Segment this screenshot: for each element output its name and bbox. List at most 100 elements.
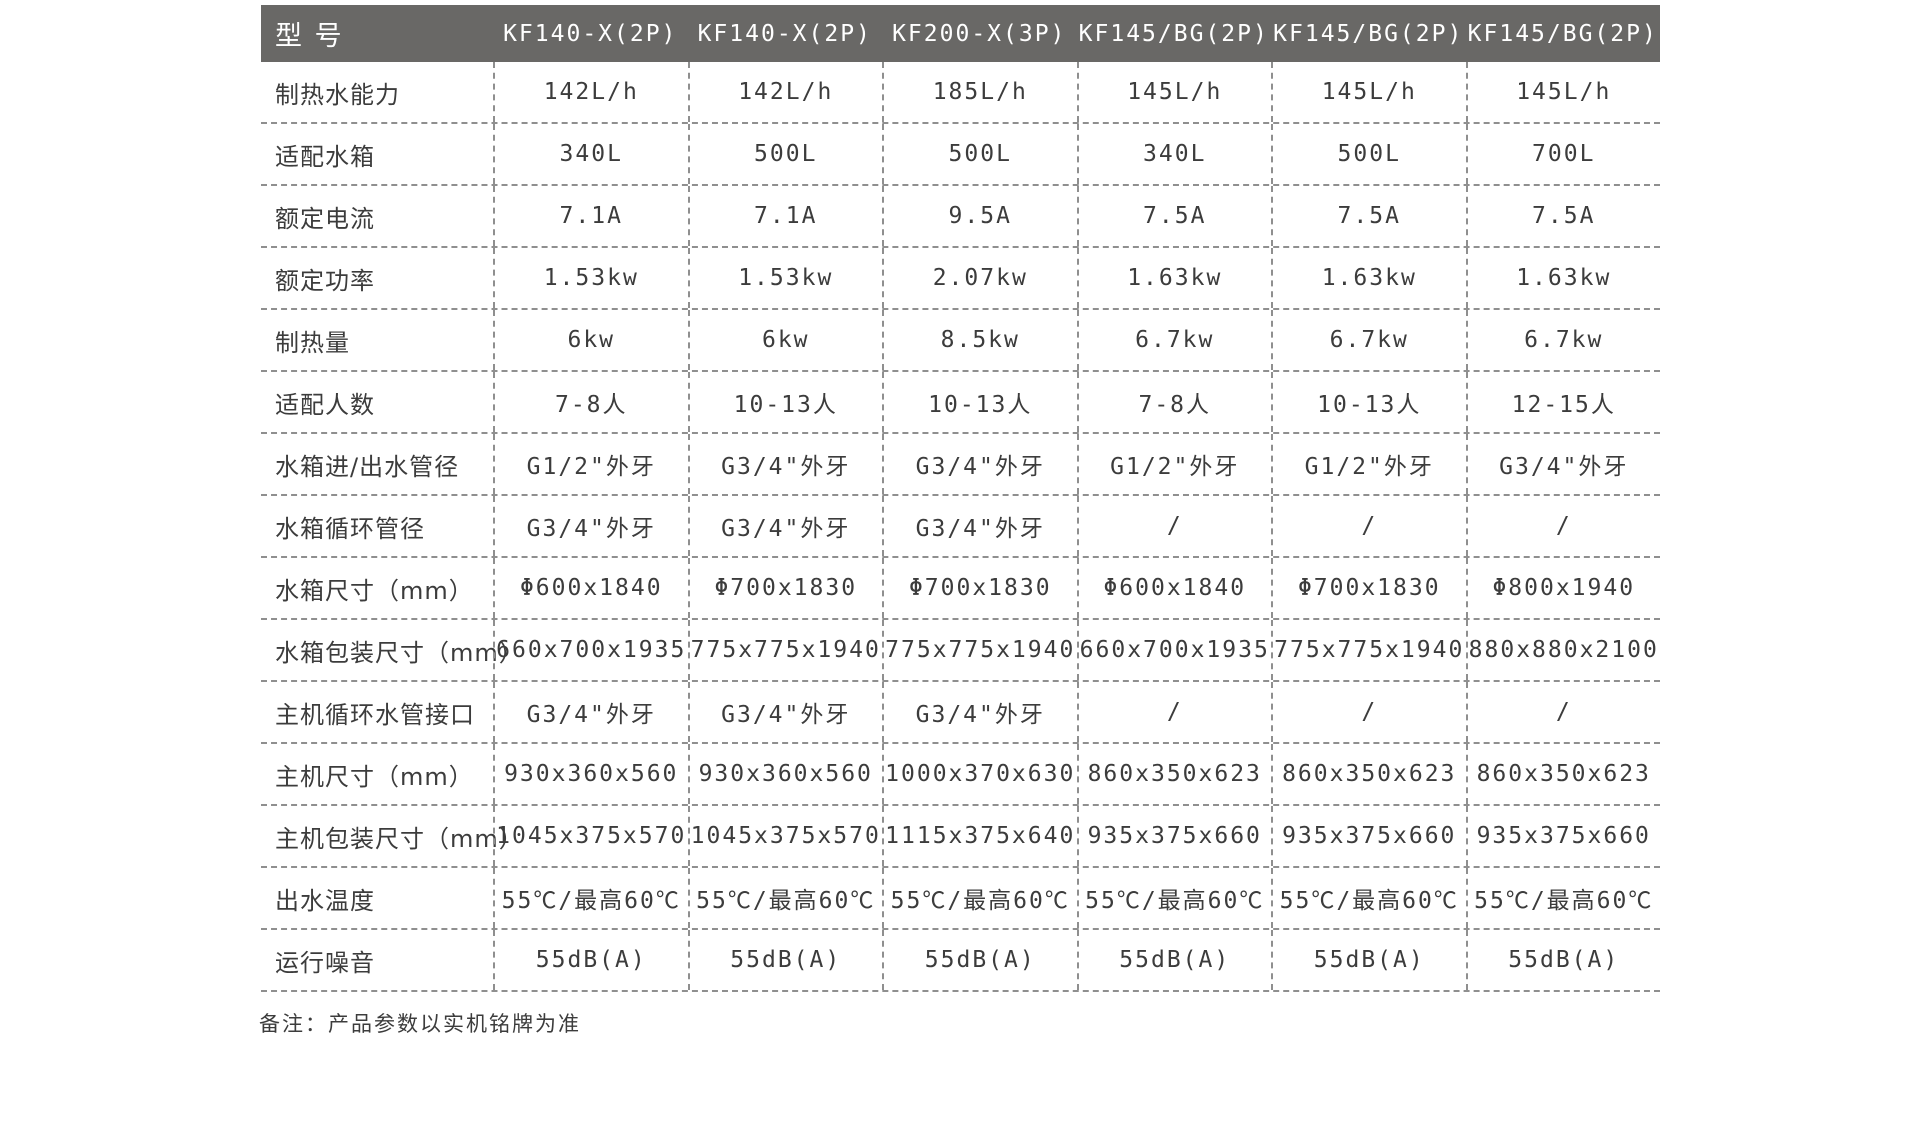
spec-value-cell: 9.5A	[882, 186, 1077, 246]
spec-value-cell: 10-13人	[882, 372, 1077, 432]
spec-row: 出水温度 55℃/最高60℃ 55℃/最高60℃ 55℃/最高60℃ 55℃/最高60℃…	[261, 868, 1660, 930]
spec-value-cell: G3/4"外牙	[687, 496, 883, 556]
spec-row: 运行噪音 55dB(A) 55dB(A) 55dB(A) 55dB(A) 55dB(A) 5…	[261, 930, 1660, 992]
spec-value-cell: Φ600x1840	[493, 558, 688, 618]
spec-row: 制热水能力 142L/h 142L/h 185L/h 145L/h 145L/h 145L/…	[261, 62, 1660, 124]
spec-value-cell: 6kw	[493, 310, 688, 370]
spec-value-cell: 10-13人	[687, 372, 883, 432]
model-column-header: KF140-X(2P)	[697, 20, 872, 47]
spec-value-cell: 340L	[1076, 124, 1272, 184]
product-spec-table: 型 号 KF140-X(2P) KF140-X(2P) KF200-X(3P) …	[261, 5, 1660, 992]
spec-value-cell: 1.63kw	[1271, 248, 1466, 308]
spec-value-cell: G3/4"外牙	[1465, 434, 1661, 494]
spec-value-cell: G1/2"外牙	[1076, 434, 1272, 494]
model-column-header: KF145/BG(2P)	[1273, 20, 1464, 47]
spec-value-cell: 7.5A	[1076, 186, 1272, 246]
spec-value-cell: /	[1076, 496, 1272, 556]
spec-row-label: 适配人数	[275, 390, 375, 419]
spec-value-cell: G3/4"外牙	[493, 496, 688, 556]
spec-value-cell: 1.53kw	[687, 248, 883, 308]
spec-value-cell: G3/4"外牙	[687, 682, 883, 742]
spec-value-cell: 6.7kw	[1271, 310, 1466, 370]
spec-value-cell: G3/4"外牙	[493, 682, 688, 742]
spec-row: 水箱包装尺寸（mm） 660x700x1935 775x775x1940 775x77…	[261, 620, 1660, 682]
spec-value-cell: 55℃/最高60℃	[687, 868, 883, 928]
spec-value-cell: 145L/h	[1465, 62, 1661, 122]
spec-value-cell: 55℃/最高60℃	[1271, 868, 1466, 928]
spec-value-cell: 930x360x560	[687, 744, 883, 804]
spec-value-cell: 1.53kw	[493, 248, 688, 308]
spec-value-cell: 775x775x1940	[687, 620, 883, 680]
spec-value-cell: 145L/h	[1271, 62, 1466, 122]
spec-value-cell: 1045x375x570	[687, 806, 883, 866]
spec-row: 适配人数 7-8人 10-13人 10-13人 7-8人 10-13人 12-15人	[261, 372, 1660, 434]
spec-row: 水箱尺寸（mm） Φ600x1840 Φ700x1830 Φ700x1830 Φ600x…	[261, 558, 1660, 620]
spec-value-cell: 55℃/最高60℃	[493, 868, 688, 928]
spec-value-cell: 500L	[687, 124, 883, 184]
spec-value-cell: G3/4"外牙	[882, 682, 1077, 742]
spec-value-cell: 660x700x1935	[1076, 620, 1272, 680]
spec-value-cell: Φ800x1940	[1465, 558, 1661, 618]
spec-row: 额定电流 7.1A 7.1A 9.5A 7.5A 7.5A 7.5A	[261, 186, 1660, 248]
model-column-header: KF140-X(2P)	[503, 20, 678, 47]
model-header-label: 型 号	[275, 21, 344, 52]
spec-value-cell: 55℃/最高60℃	[1076, 868, 1272, 928]
spec-value-cell: 930x360x560	[493, 744, 688, 804]
spec-value-cell: 10-13人	[1271, 372, 1466, 432]
spec-value-cell: 500L	[1271, 124, 1466, 184]
spec-value-cell: 775x775x1940	[882, 620, 1077, 680]
spec-value-cell: Φ700x1830	[1271, 558, 1466, 618]
spec-value-cell: 1000x370x630	[882, 744, 1077, 804]
spec-row-label: 水箱循环管径	[275, 514, 425, 543]
spec-value-cell: Φ600x1840	[1076, 558, 1272, 618]
spec-value-cell: 935x375x660	[1465, 806, 1661, 866]
spec-value-cell: 775x775x1940	[1271, 620, 1466, 680]
spec-value-cell: /	[1271, 682, 1466, 742]
spec-value-cell: 860x350x623	[1076, 744, 1272, 804]
spec-row-label: 制热水能力	[275, 80, 400, 109]
spec-value-cell: /	[1271, 496, 1466, 556]
spec-row-label: 主机包装尺寸（mm）	[275, 824, 524, 853]
spec-value-cell: 2.07kw	[882, 248, 1077, 308]
spec-value-cell: Φ700x1830	[882, 558, 1077, 618]
spec-value-cell: 1045x375x570	[493, 806, 688, 866]
spec-row-label: 主机循环水管接口	[275, 700, 475, 729]
spec-value-cell: G1/2"外牙	[493, 434, 688, 494]
spec-value-cell: /	[1465, 682, 1661, 742]
spec-row: 制热量 6kw 6kw 8.5kw 6.7kw 6.7kw 6.7kw	[261, 310, 1660, 372]
spec-row: 水箱循环管径 G3/4"外牙 G3/4"外牙 G3/4"外牙 / / /	[261, 496, 1660, 558]
spec-value-cell: G3/4"外牙	[687, 434, 883, 494]
spec-value-cell: 880x880x2100	[1465, 620, 1661, 680]
spec-value-cell: 1.63kw	[1076, 248, 1272, 308]
model-column-header: KF200-X(3P)	[892, 20, 1067, 47]
spec-row: 额定功率 1.53kw 1.53kw 2.07kw 1.63kw 1.63kw 1.63kw	[261, 248, 1660, 310]
model-column-header: KF145/BG(2P)	[1467, 20, 1658, 47]
spec-value-cell: 55dB(A)	[687, 930, 883, 990]
spec-value-cell: G1/2"外牙	[1271, 434, 1466, 494]
spec-value-cell: 7.1A	[493, 186, 688, 246]
spec-row: 主机循环水管接口 G3/4"外牙 G3/4"外牙 G3/4"外牙 / / /	[261, 682, 1660, 744]
spec-value-cell: 55dB(A)	[1465, 930, 1661, 990]
spec-row-label: 运行噪音	[275, 948, 375, 977]
spec-value-cell: 7-8人	[493, 372, 688, 432]
spec-row: 主机尺寸（mm） 930x360x560 930x360x560 1000x370x6…	[261, 744, 1660, 806]
spec-value-cell: G3/4"外牙	[882, 496, 1077, 556]
spec-value-cell: 7.5A	[1271, 186, 1466, 246]
spec-value-cell: G3/4"外牙	[882, 434, 1077, 494]
spec-row-label: 水箱进/出水管径	[275, 452, 460, 481]
spec-row-label: 水箱包装尺寸（mm）	[275, 638, 524, 667]
spec-value-cell: 55dB(A)	[493, 930, 688, 990]
spec-value-cell: 8.5kw	[882, 310, 1077, 370]
spec-value-cell: 185L/h	[882, 62, 1077, 122]
spec-value-cell: 55dB(A)	[1076, 930, 1272, 990]
spec-value-cell: 12-15人	[1465, 372, 1661, 432]
spec-row-label: 额定电流	[275, 204, 375, 233]
spec-value-cell: 55℃/最高60℃	[882, 868, 1077, 928]
spec-row-label: 适配水箱	[275, 142, 375, 171]
footnote: 备注：产品参数以实机铭牌为准	[259, 1012, 581, 1036]
spec-row-label: 制热量	[275, 328, 350, 357]
spec-value-cell: 145L/h	[1076, 62, 1272, 122]
spec-value-cell: 935x375x660	[1271, 806, 1466, 866]
model-column-header: KF145/BG(2P)	[1078, 20, 1269, 47]
spec-value-cell: 860x350x623	[1465, 744, 1661, 804]
